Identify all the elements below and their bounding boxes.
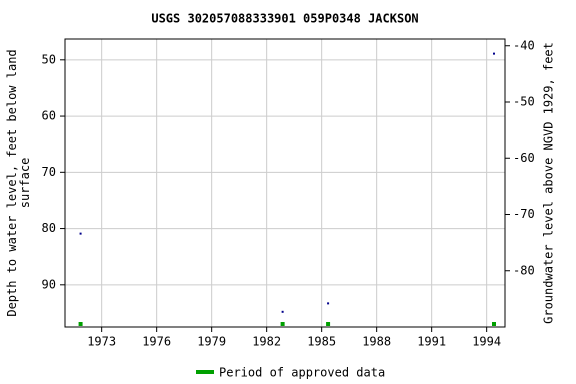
x-tick-label: 1988 [362,335,391,349]
data-point [281,310,284,313]
x-tick-label: 1982 [252,335,281,349]
data-point [79,232,82,235]
y2-tick-label: -80 [513,263,535,277]
x-tick-label: 1994 [472,335,501,349]
y-axis-label: Depth to water level, feet below landsur… [5,49,32,316]
y-tick-label: 60 [42,109,56,123]
legend-label: Period of approved data [219,366,385,380]
x-tick-label: 1973 [87,335,116,349]
approved-marker [78,322,83,326]
data-point [493,52,495,55]
y-tick-label: 90 [42,277,56,291]
approved-marker [326,322,331,326]
x-tick-label: 1976 [142,335,171,349]
x-tick-label: 1991 [417,335,446,349]
y-tick-label: 80 [42,221,56,235]
y2-tick-label: -60 [513,151,535,165]
plot-frame [64,38,506,328]
y2-tick-label: -40 [513,38,535,52]
chart-title: USGS 302057088333901 059P0348 JACKSON [151,12,418,26]
data-point [327,302,330,305]
approved-marker [492,322,496,326]
y-tick-label: 50 [42,52,56,66]
y2-axis-label: Groundwater level above NGVD 1929, feet [542,42,556,324]
x-tick-label: 1979 [197,335,226,349]
approved-marker [280,322,285,326]
y2-tick-label: -70 [513,207,535,221]
y2-tick-label: -50 [513,95,535,109]
x-tick-label: 1985 [307,335,336,349]
y-tick-label: 70 [42,165,56,179]
